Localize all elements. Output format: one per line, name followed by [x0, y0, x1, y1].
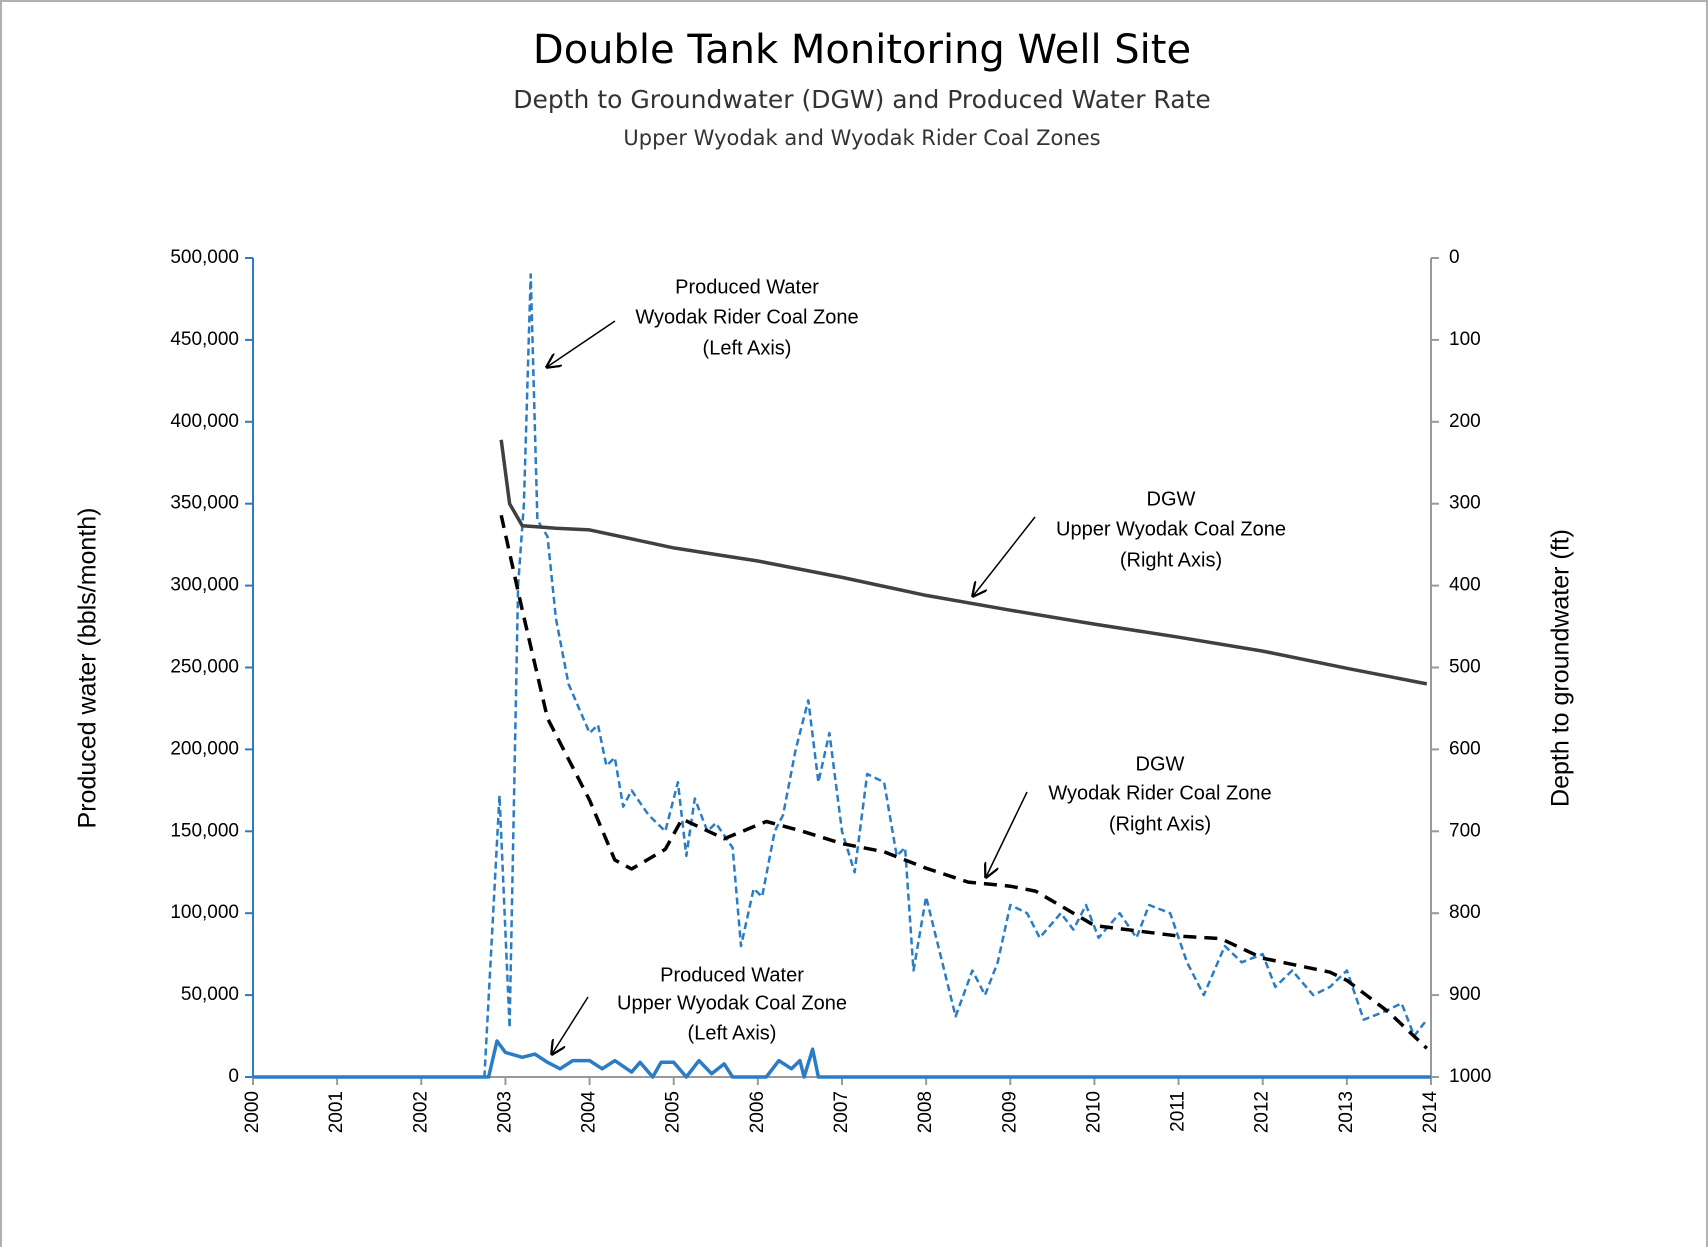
- y2-tick-label: 0: [1449, 247, 1460, 268]
- x-tick-label: 2013: [1336, 1091, 1357, 1133]
- y-tick-label: 100,000: [170, 902, 239, 923]
- x-tick-label: 2014: [1420, 1091, 1441, 1134]
- annotation: Produced Water: [660, 964, 804, 986]
- y2-tick-label: 1000: [1449, 1066, 1491, 1087]
- x-tick-label: 2011: [1168, 1091, 1189, 1132]
- y2-tick-label: 100: [1449, 329, 1481, 350]
- data-line: [253, 1039, 1431, 1079]
- y2-tick-label: 700: [1449, 820, 1481, 841]
- x-tick-label: 2006: [747, 1091, 768, 1133]
- data-line: [253, 273, 1428, 1079]
- annotation: (Left Axis): [703, 337, 792, 359]
- x-tick-label: 2010: [1083, 1091, 1104, 1133]
- x-tick-label: 2001: [326, 1091, 347, 1133]
- y2-axis-title: Depth to groundwater (ft): [1547, 529, 1575, 807]
- x-tick-label: 2003: [494, 1091, 515, 1133]
- y-tick-label: 400,000: [170, 411, 239, 432]
- y2-tick-label: 200: [1449, 411, 1481, 432]
- x-tick-label: 2007: [831, 1091, 852, 1133]
- y-tick-label: 500,000: [170, 247, 239, 268]
- x-tick-label: 2012: [1252, 1091, 1273, 1133]
- data-line: [499, 514, 1429, 1050]
- y2-tick-label: 300: [1449, 493, 1481, 514]
- y-tick-label: 0: [228, 1066, 239, 1087]
- annotation-arrow: [552, 996, 589, 1054]
- y2-tick-label: 500: [1449, 657, 1481, 678]
- x-tick-label: 2005: [663, 1091, 684, 1133]
- annotation-arrow: [547, 320, 616, 367]
- annotation: (Right Axis): [1120, 549, 1222, 571]
- annotation: (Left Axis): [688, 1022, 777, 1044]
- y2-tick-label: 900: [1449, 984, 1481, 1005]
- chart-title: Double Tank Monitoring Well Site: [533, 27, 1191, 73]
- annotation-arrow: [973, 516, 1036, 596]
- chart-subtitle: Upper Wyodak and Wyodak Rider Coal Zones: [623, 126, 1100, 150]
- y2-tick-label: 800: [1449, 902, 1481, 923]
- annotation: Wyodak Rider Coal Zone: [635, 306, 858, 328]
- x-tick-label: 2000: [242, 1091, 263, 1133]
- annotation: Upper Wyodak Coal Zone: [1056, 518, 1286, 540]
- y-axis-title: Produced water (bbls/month): [74, 508, 102, 829]
- y-tick-label: 50,000: [181, 984, 239, 1005]
- annotation: (Right Axis): [1109, 813, 1211, 835]
- annotation: DGW: [1136, 753, 1185, 775]
- chart-subtitle: Depth to Groundwater (DGW) and Produced …: [513, 85, 1211, 114]
- data-line: [499, 439, 1428, 686]
- y-tick-label: 250,000: [170, 657, 239, 678]
- annotation: Produced Water: [675, 276, 819, 298]
- y-tick-label: 200,000: [170, 738, 239, 759]
- annotation: Wyodak Rider Coal Zone: [1048, 782, 1271, 804]
- x-tick-label: 2004: [579, 1091, 600, 1134]
- annotation: DGW: [1147, 488, 1196, 510]
- y-tick-label: 450,000: [170, 329, 239, 350]
- x-tick-label: 2002: [410, 1091, 431, 1133]
- y2-tick-label: 600: [1449, 738, 1481, 759]
- y-tick-label: 350,000: [170, 493, 239, 514]
- annotation-arrow: [986, 791, 1028, 877]
- x-tick-label: 2008: [915, 1091, 936, 1133]
- y-tick-label: 300,000: [170, 575, 239, 596]
- x-tick-label: 2009: [999, 1091, 1020, 1133]
- annotation: Upper Wyodak Coal Zone: [617, 992, 847, 1014]
- y-tick-label: 150,000: [170, 820, 239, 841]
- y2-tick-label: 400: [1449, 575, 1481, 596]
